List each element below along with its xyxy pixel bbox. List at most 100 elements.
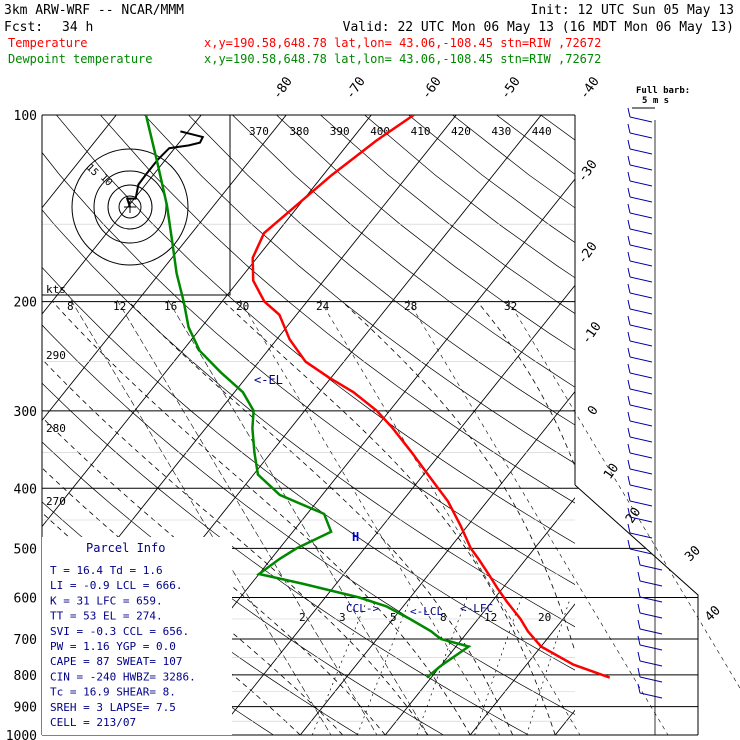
wind-barb-icon xyxy=(629,388,653,395)
temperature-legend-label: Temperature xyxy=(8,36,87,50)
wind-barb-icon xyxy=(629,164,653,171)
dry-adiabat-line xyxy=(42,382,530,735)
mixing-ratio-line xyxy=(595,598,635,736)
el-annotation: <-EL xyxy=(254,373,283,387)
pressure-tick-label: 900 xyxy=(14,701,37,716)
dry-adiabat-line xyxy=(144,115,575,464)
pressure-tick-label: 500 xyxy=(14,542,37,557)
parcel-info-panel: Parcel Info T = 16.4 Td = 1.6 LI = -0.9 L… xyxy=(42,537,232,735)
wind-barb-icon xyxy=(627,427,631,438)
wind-speed-labels: 8 12 16 20 24 28 32 xyxy=(67,300,517,313)
parcel-info-row: LI = -0.9 LCL = 666. xyxy=(50,579,182,592)
theta-label: 270 xyxy=(46,495,66,508)
wind-speed-axis-label: 20 xyxy=(236,300,249,313)
init-time: Init: 12 UTC Sun 05 May 13 xyxy=(531,3,735,18)
wind-speed-axis-label: 28 xyxy=(404,300,417,313)
wind-barb-icon xyxy=(629,532,653,539)
wind-barb-icon xyxy=(639,564,663,571)
dry-adiabat-line xyxy=(452,115,575,209)
moist-adiabat-line xyxy=(342,301,575,653)
parcel-info-row: SVI = -0.3 CCL = 656. xyxy=(50,625,189,638)
mixing-ratio-label: 12 xyxy=(484,611,497,624)
wind-barb-icon xyxy=(627,331,631,342)
theta-label: 290 xyxy=(46,349,66,362)
parcel-info-row: K = 31 LFC = 659. xyxy=(50,594,163,607)
wind-barb-icon xyxy=(627,459,631,470)
right-slant-border xyxy=(574,484,699,735)
mixing-ratio-line xyxy=(474,597,522,735)
isotherm-label: -80 xyxy=(270,74,296,102)
wind-barb-icon xyxy=(627,187,631,198)
wind-barb-icon xyxy=(629,340,653,347)
wind-barb-icon xyxy=(627,283,631,294)
wind-barb-icon xyxy=(629,212,653,219)
pressure-tick-label: 700 xyxy=(14,633,37,648)
wind-barb-icon xyxy=(629,116,653,123)
wind-barb-icon xyxy=(629,308,653,315)
valid-time: Valid: 22 UTC Mon 06 May 13 (16 MDT Mon … xyxy=(343,20,734,35)
wind-barb-icon xyxy=(637,635,641,646)
dry-adiabat-line xyxy=(42,324,575,715)
moist-adiabat-line xyxy=(601,302,682,735)
wind-barb-icon xyxy=(627,139,631,150)
isotherm-label: -70 xyxy=(343,74,369,102)
wind-barb-icon xyxy=(627,491,631,502)
wind-speed-lines xyxy=(70,299,740,736)
wind-barb-icon xyxy=(629,404,653,411)
wind-barb-icon xyxy=(627,267,631,278)
parcel-info-row: TT = 53 EL = 274. xyxy=(50,610,163,623)
dewpoint-curve xyxy=(144,115,472,679)
wind-speed-line xyxy=(116,299,378,736)
temperature-curve xyxy=(251,115,611,679)
wind-barb-icon xyxy=(629,132,653,139)
pressure-tick-label: 1000 xyxy=(6,729,37,740)
wind-barb-icon xyxy=(637,555,641,566)
wind-barb-icon xyxy=(627,299,631,310)
wind-barb-icon xyxy=(639,660,663,667)
isotherm-label: -20 xyxy=(575,239,601,267)
wind-barb-icon xyxy=(637,571,641,582)
barb-legend-title: Full barb: xyxy=(636,86,690,96)
wind-barb-icon xyxy=(629,500,653,507)
isotherm-line xyxy=(469,603,575,735)
wind-barb-icon xyxy=(627,123,631,134)
wind-barb-icon xyxy=(629,244,653,251)
theta-labels: 290 280 270 xyxy=(46,349,66,508)
wind-speed-axis-label: 24 xyxy=(316,300,330,313)
wind-barb-icon xyxy=(639,580,663,587)
theta-e-label: 420 xyxy=(451,125,471,138)
pressure-tick-label: 300 xyxy=(14,405,37,420)
dewpoint-legend-label: Dewpoint temperature xyxy=(8,52,153,66)
wind-barb-icon xyxy=(627,203,631,214)
parcel-info-row: CAPE = 87 SWEAT= 107 xyxy=(50,655,182,668)
isotherm-label: 30 xyxy=(682,543,704,565)
wind-barb-icon xyxy=(629,292,653,299)
parcel-info-row: Tc = 16.9 SHEAR= 8. xyxy=(50,686,176,699)
pressure-tick-label: 200 xyxy=(14,296,37,311)
mixing-ratio-label: 3 xyxy=(339,611,346,624)
wind-barb-icon xyxy=(637,619,641,630)
wind-barb-icon xyxy=(627,523,631,534)
parcel-info-box xyxy=(42,537,232,735)
wind-barb-icon xyxy=(629,324,653,331)
wind-barb-icon xyxy=(627,171,631,182)
lcl-annotation: <-LCL xyxy=(410,605,443,618)
dry-adiabat-line xyxy=(540,115,575,141)
wind-barb-icon xyxy=(627,507,631,518)
wind-barbs xyxy=(627,107,663,735)
theta-e-label: 390 xyxy=(330,125,350,138)
parcel-info-row: PW = 1.16 YGP = 0.0 xyxy=(50,640,176,653)
temperature-point-info: x,y=190.58,648.78 lat,lon= 43.06,-108.45… xyxy=(204,36,601,50)
wind-barb-icon xyxy=(639,692,663,699)
isotherm-label: 0 xyxy=(585,403,602,418)
hodograph-trace xyxy=(125,130,205,208)
pressure-tick-label: 800 xyxy=(14,669,37,684)
header: 3km ARW-WRF -- NCAR/MMM Init: 12 UTC Sun… xyxy=(4,3,734,66)
wind-barb-icon xyxy=(639,644,663,651)
model-title: 3km ARW-WRF -- NCAR/MMM xyxy=(4,3,184,18)
wind-barb-icon xyxy=(627,411,631,422)
wind-speed-units: kts xyxy=(46,283,66,296)
moist-adiabat-line xyxy=(42,467,343,735)
pressure-tick-label: 400 xyxy=(14,482,37,497)
isotherm-line xyxy=(384,497,575,735)
